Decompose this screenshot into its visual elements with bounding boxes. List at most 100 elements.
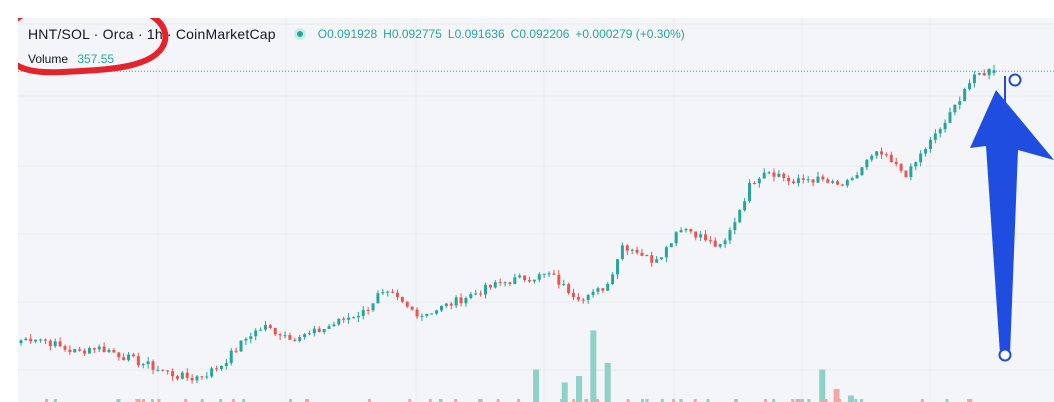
candle-body	[792, 181, 796, 183]
candle-body	[156, 369, 160, 371]
candle-body	[894, 162, 898, 165]
volume-bar-small	[231, 399, 235, 402]
candle-body	[312, 328, 316, 334]
candle-body	[660, 257, 664, 260]
candle-body	[361, 309, 365, 316]
candle-body	[469, 294, 473, 299]
volume-bar	[533, 369, 540, 402]
candle-body	[366, 309, 370, 311]
volume-bar-small	[763, 399, 767, 402]
candle-body	[288, 335, 292, 340]
candle-body	[439, 305, 443, 311]
candle-body	[332, 324, 336, 327]
market-status-icon[interactable]	[293, 28, 306, 40]
candle-body	[48, 340, 52, 346]
volume-bar-small	[797, 399, 801, 402]
candle-body	[430, 313, 434, 315]
candle-body	[400, 296, 404, 302]
candle-body	[904, 170, 908, 178]
candle-body	[351, 317, 355, 319]
candle-body	[977, 73, 981, 75]
candle-body	[552, 273, 556, 275]
candle-body	[840, 184, 844, 186]
candle-body	[68, 349, 72, 353]
volume-bar	[561, 382, 568, 402]
volume-bar-small	[453, 399, 457, 402]
candle-body	[968, 83, 972, 90]
candle-body	[743, 201, 747, 211]
candle-body	[53, 341, 57, 346]
candle-body	[591, 291, 595, 295]
candle-body	[112, 349, 116, 353]
exchange-name: Orca	[102, 26, 134, 42]
candle-body	[528, 280, 532, 282]
candle-body	[889, 154, 893, 163]
candle-body	[117, 352, 121, 358]
candle-body	[787, 177, 791, 182]
candle-body	[175, 376, 179, 379]
candle-body	[679, 230, 683, 233]
candle-body	[479, 293, 483, 295]
candle-body	[420, 315, 424, 317]
candle-body	[508, 282, 512, 284]
candle-body	[410, 306, 414, 310]
candle-body	[146, 361, 150, 365]
candle-body	[268, 325, 272, 328]
candle-body	[190, 377, 194, 381]
candle-body	[899, 164, 903, 171]
volume-bar-small	[53, 399, 57, 402]
chart-pane[interactable]	[18, 18, 1054, 402]
low-value: L0.091636	[447, 27, 505, 41]
volume-bar-small	[645, 399, 649, 402]
volume-bar-small	[596, 399, 600, 402]
candle-body	[356, 315, 360, 318]
candle-body	[171, 371, 175, 377]
candle-body	[39, 339, 43, 341]
candle-body	[645, 255, 649, 257]
close-value: C0.092206	[510, 27, 570, 41]
candle-body	[195, 376, 199, 381]
candle-body	[219, 365, 223, 369]
volume-bar-small	[157, 399, 161, 402]
volume-bar-small	[117, 399, 121, 402]
candle-body	[601, 288, 605, 291]
candlestick-chart[interactable]	[18, 18, 1054, 402]
volume-bar-small	[428, 399, 432, 402]
candle-body	[303, 334, 307, 338]
volume-bar	[590, 330, 597, 402]
candle-body	[513, 277, 517, 284]
candle-body	[386, 291, 390, 293]
volume-bar-small	[791, 399, 795, 402]
volume-bar-small	[800, 399, 804, 402]
candle-body	[880, 151, 884, 155]
candle-body	[337, 318, 341, 325]
volume-bar-small	[517, 399, 521, 402]
candle-body	[801, 178, 805, 180]
candle-body	[263, 325, 267, 330]
candle-body	[259, 329, 263, 331]
candle-body	[376, 293, 380, 304]
volume-bar	[576, 376, 583, 402]
volume-bar-small	[45, 399, 49, 402]
candle-body	[826, 179, 830, 183]
candle-body	[596, 288, 600, 292]
volume-bar	[604, 363, 611, 402]
candle-body	[767, 172, 771, 174]
symbol-title[interactable]: HNT/SOL · Orca · 1h · CoinMarketCap	[28, 26, 276, 42]
volume-bar-small	[807, 399, 811, 402]
candle-body	[850, 178, 854, 181]
candle-body	[200, 376, 204, 378]
candle-body	[537, 274, 541, 280]
candle-body	[459, 297, 463, 304]
candle-body	[635, 249, 639, 253]
volume-bar-small	[478, 399, 482, 402]
candle-body	[699, 234, 703, 238]
candle-body	[811, 179, 815, 183]
candle-body	[254, 330, 258, 337]
candle-body	[620, 245, 624, 260]
candle-body	[762, 172, 766, 179]
candle-body	[127, 354, 131, 361]
candle-body	[273, 327, 277, 335]
candle-body	[498, 282, 502, 284]
candle-body	[865, 159, 869, 168]
